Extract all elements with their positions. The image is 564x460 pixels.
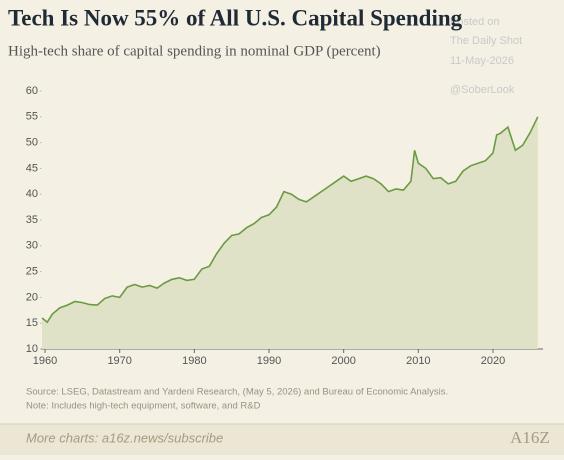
y-tick-label: 35: [26, 214, 38, 226]
x-tick-label: 2000: [331, 355, 355, 367]
x-tick-label: 2020: [481, 355, 505, 367]
y-tick-label: 45: [26, 162, 38, 174]
y-tick-label: 25: [26, 266, 38, 278]
y-tick-label: 55: [26, 111, 38, 123]
chart-subtitle: High-tech share of capital spending in n…: [8, 43, 381, 59]
y-tick-label: 15: [26, 317, 38, 329]
watermark-text: @SoberLook: [450, 84, 515, 96]
x-tick-label: 1990: [257, 355, 281, 367]
y-tick-label: 30: [26, 240, 38, 252]
source-note: Source: LSEG, Datastream and Yardeni Res…: [26, 387, 448, 398]
chart-title: Tech Is Now 55% of All U.S. Capital Spen…: [8, 5, 463, 30]
area-fill: [42, 116, 538, 349]
line: [41, 116, 539, 324]
logo: A16Z: [510, 428, 550, 447]
watermark-text: Posted on: [450, 16, 500, 28]
y-tick-label: 60: [26, 85, 38, 97]
watermark-text: 11-May-2026: [450, 55, 514, 67]
note: Note: Includes high-tech equipment, soft…: [26, 401, 261, 412]
x-tick-label: 2010: [406, 355, 430, 367]
footer-link[interactable]: More charts: a16z.news/subscribe: [26, 430, 223, 445]
x-tick-label: 1980: [182, 355, 206, 367]
x-tick-label: 1970: [107, 355, 131, 367]
footer-band: [0, 424, 564, 455]
y-tick-label: 20: [26, 291, 38, 303]
watermark-text: The Daily Shot: [450, 35, 522, 47]
y-tick-label: 50: [26, 137, 38, 149]
y-tick-label: 10: [26, 343, 38, 355]
x-tick-label: 1960: [33, 355, 57, 367]
y-tick-label: 40: [26, 188, 38, 200]
watermark: Posted on The Daily Shot 11-May-2026 @So…: [450, 16, 522, 96]
